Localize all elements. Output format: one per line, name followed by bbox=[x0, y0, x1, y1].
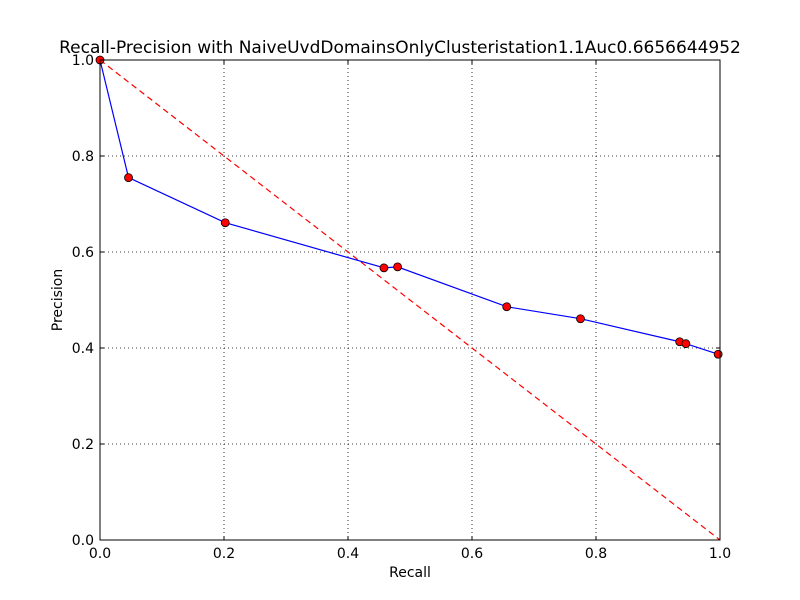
x-tick-label: 0.8 bbox=[585, 546, 607, 562]
y-tick-label: 0.2 bbox=[72, 437, 94, 453]
grid-lines bbox=[100, 60, 720, 540]
axis-ticks: 0.0 0.2 0.4 0.6 0.8 1.0 0.0 0.2 0.4 0.6 0.8 1.0 bbox=[72, 53, 731, 562]
x-tick-label: 0.6 bbox=[461, 546, 483, 562]
x-tick-label: 1.0 bbox=[709, 546, 731, 562]
x-axis-label: Recall bbox=[389, 565, 431, 581]
data-point-marker bbox=[681, 339, 691, 349]
y-tick-label: 0.4 bbox=[72, 341, 94, 357]
data-point-marker bbox=[220, 218, 230, 228]
y-axis-label: Precision bbox=[50, 269, 66, 331]
baseline-diagonal-line bbox=[99, 59, 721, 541]
x-tick-label: 0.0 bbox=[89, 546, 111, 562]
data-point-marker bbox=[576, 314, 585, 324]
data-point-marker bbox=[124, 173, 133, 183]
y-tick-label: 0.8 bbox=[72, 149, 94, 165]
data-point-marker bbox=[393, 262, 403, 272]
series-layer bbox=[95, 55, 723, 541]
data-point-marker bbox=[713, 349, 723, 359]
x-tick-label: 0.4 bbox=[337, 546, 359, 562]
y-tick-label: 1.0 bbox=[72, 53, 94, 69]
x-tick-label: 0.2 bbox=[213, 546, 235, 562]
y-tick-label: 0.0 bbox=[72, 533, 94, 549]
data-point-marker bbox=[379, 263, 389, 273]
plot-frame bbox=[99, 59, 721, 541]
data-point-marker bbox=[502, 302, 512, 312]
chart-title: Recall-Precision with NaiveUvdDomainsOnl… bbox=[59, 38, 741, 58]
y-tick-label: 0.6 bbox=[72, 245, 94, 261]
